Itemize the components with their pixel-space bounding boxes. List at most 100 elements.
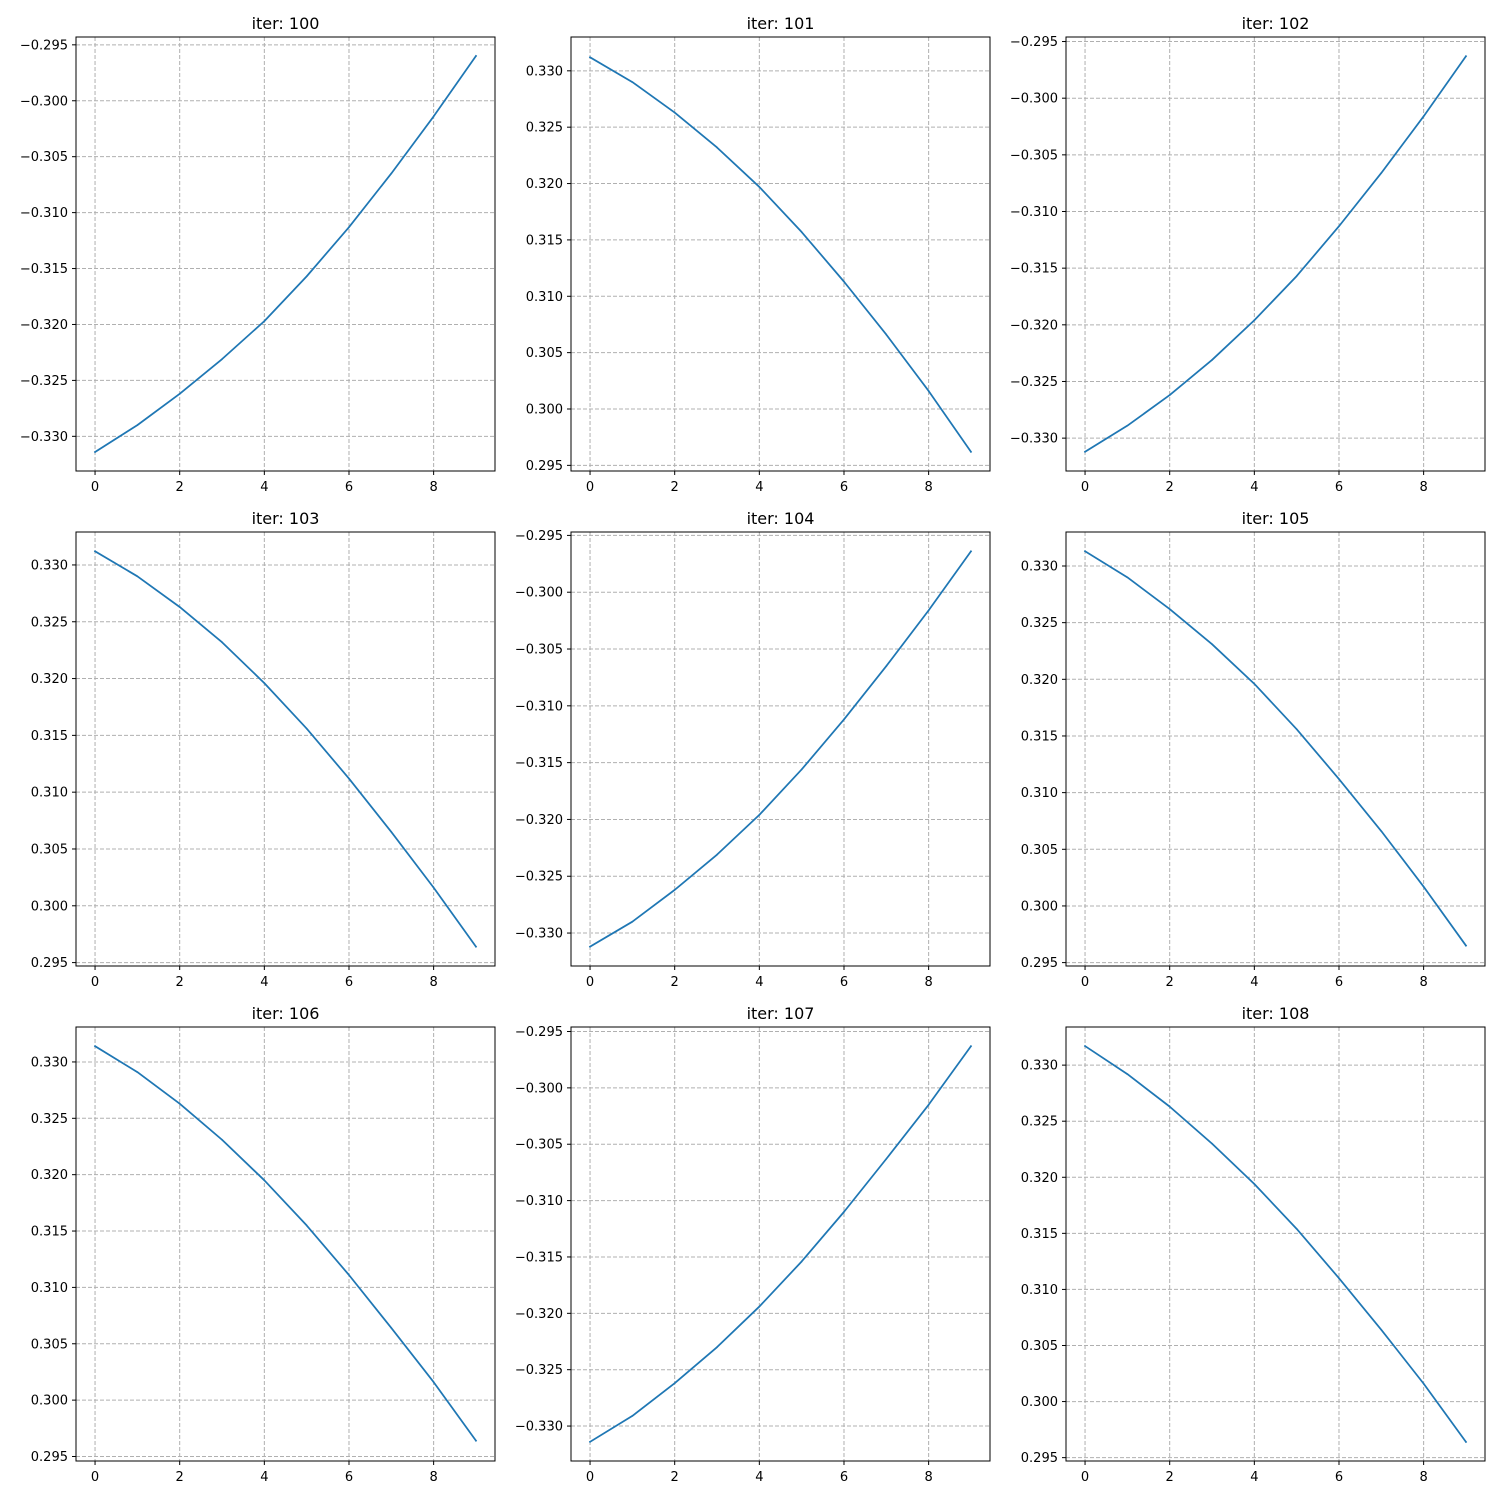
y-tick-label: 0.330 [1021,559,1058,574]
subplot-4: iter: 103 0 2 4 6 8 0.295 0.300 0.305 0.310 0.315 0… [31,509,496,990]
y-tick-label: −0.330 [515,927,563,942]
x-tick-label: 2 [671,1470,679,1485]
data-point [136,424,139,426]
y-tick-label: 0.320 [526,177,563,192]
x-tick-label: 0 [1081,480,1089,495]
data-point [673,889,676,891]
x-tick-label: 6 [345,975,353,990]
data-point [305,727,308,730]
data-point [263,682,266,684]
axes-frame [75,531,496,967]
x-tick-label: 6 [1335,975,1343,990]
data-point [221,641,223,644]
data-point [221,1138,223,1141]
data-point [631,81,634,83]
y-tick-label: 0.330 [31,558,68,573]
x-tick-label: 4 [755,975,763,990]
y-tick-label: 0.295 [1021,956,1058,971]
data-point [1126,424,1129,427]
data-point [1253,1183,1256,1185]
data-point [94,1045,96,1047]
data-point [885,333,888,336]
series-line [93,1044,478,1442]
series-line [93,54,478,454]
y-tick-label: 0.330 [31,1055,68,1070]
y-tick-label: 0.325 [1021,1115,1058,1130]
y-tick-label: 0.295 [1021,1451,1058,1466]
data-point [94,451,96,453]
y-tick-label: −0.325 [515,1363,563,1378]
y-tick-label: −0.320 [515,813,563,828]
x-tick-label: 2 [671,975,679,990]
x-tick-label: 6 [1335,480,1343,495]
data-point [221,358,223,360]
y-tick-label: 0.330 [526,64,563,79]
data-point [631,1415,634,1417]
data-point [305,275,308,278]
data-point [178,1102,181,1105]
y-tick-label: 0.300 [526,403,563,418]
y-tick-label: −0.305 [515,643,563,658]
data-point [1168,1105,1171,1108]
y-tick-label: 0.315 [31,1225,68,1240]
y-tick-label: −0.315 [515,756,563,771]
subplot-1: iter: 100 0 2 4 6 8 −0.330 −0.325 −0.320 −0.315 −0… [20,14,496,495]
data-point [1168,394,1171,396]
y-tick-label: 0.325 [1021,616,1058,631]
y-tick-label: −0.295 [515,529,563,544]
subplot-title: iter: 102 [1242,14,1310,33]
x-tick-label: 2 [1166,1470,1174,1485]
y-tick-label: −0.320 [20,318,68,333]
y-tick-label: −0.305 [20,150,68,165]
x-tick-label: 8 [1419,975,1427,990]
data-point [1380,830,1383,832]
data-point [800,231,803,233]
x-tick-label: 6 [345,480,353,495]
data-point [843,718,845,721]
y-tick-label: −0.315 [515,1250,563,1265]
y-tick-label: 0.310 [1021,1283,1058,1298]
y-tick-label: −0.300 [515,1081,563,1096]
subplot-5: iter: 104 0 2 4 6 8 −0.330 −0.325 −0.320 −0.315 −0… [515,509,991,990]
subplot-title: iter: 108 [1242,1004,1310,1023]
data-point [1084,550,1086,553]
x-tick-label: 8 [429,480,437,495]
y-tick-label: −0.330 [1010,432,1058,447]
data-point [94,550,96,553]
subplot-title: iter: 104 [747,509,815,528]
data-point [348,226,350,228]
y-tick-label: −0.305 [515,1138,563,1153]
y-tick-label: −0.320 [1010,318,1058,333]
data-point [305,1224,308,1227]
data-point [263,1179,266,1182]
y-tick-label: 0.305 [1021,843,1058,858]
x-tick-label: 8 [924,1470,932,1485]
data-point [758,186,761,188]
data-point [432,1381,435,1383]
y-tick-label: 0.295 [526,459,563,474]
x-tick-label: 6 [345,1470,353,1485]
data-point [1422,1382,1425,1385]
data-point [1253,683,1256,685]
data-point [1338,778,1340,780]
data-point [1253,319,1256,322]
x-tick-label: 4 [260,1470,268,1485]
data-point [673,111,676,114]
subplot-title: iter: 107 [747,1004,815,1023]
subplot-9: iter: 108 0 2 4 6 8 0.295 0.300 0.305 0.310 0.315 0… [1021,1004,1486,1485]
y-tick-label: 0.315 [526,233,563,248]
y-tick-label: 0.325 [31,1112,68,1127]
subplot-title: iter: 106 [252,1004,320,1023]
data-point [970,550,972,553]
data-point [1126,1073,1129,1075]
data-point [1211,359,1213,361]
data-point [1465,1441,1467,1443]
y-tick-label: 0.305 [31,1337,68,1352]
subplot-3: iter: 102 0 2 4 6 8 −0.330 −0.325 −0.320 −0.315 −0… [1010,14,1486,495]
data-point [390,172,393,175]
x-tick-label: 4 [755,480,763,495]
data-point [1465,944,1467,947]
data-point [390,831,393,833]
x-tick-label: 6 [840,975,848,990]
